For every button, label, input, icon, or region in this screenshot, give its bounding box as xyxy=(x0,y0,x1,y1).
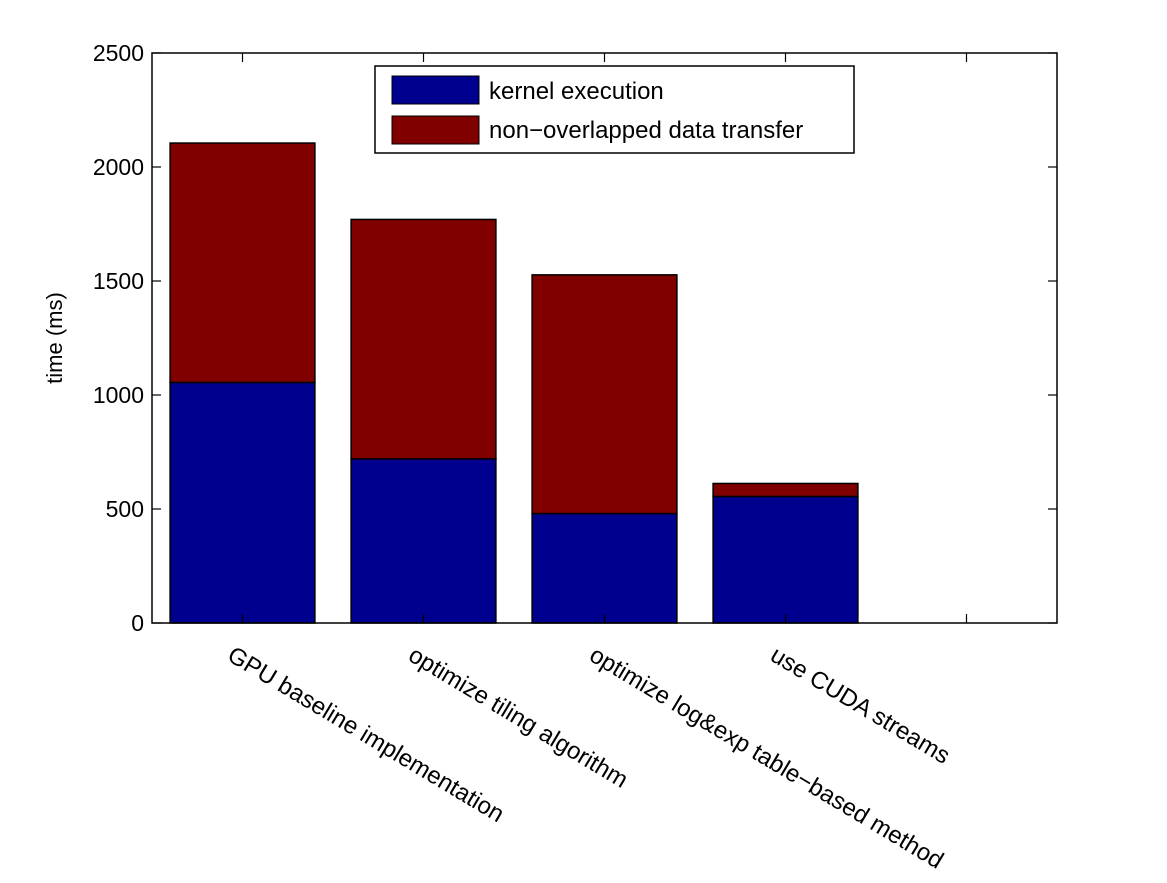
bar-kernel-execution-0 xyxy=(169,381,316,624)
y-tick-label-1000: 1000 xyxy=(93,382,144,408)
bar-kernel-execution-3 xyxy=(712,495,859,624)
legend-swatch-kernel-execution xyxy=(391,75,480,105)
x-tick-label-3: use CUDA streams xyxy=(766,641,955,769)
y-tick-label-500: 500 xyxy=(106,496,144,522)
legend-label-kernel-execution: kernel execution xyxy=(489,78,664,105)
bar-data-transfer-2 xyxy=(531,274,678,515)
bar-data-transfer-3 xyxy=(712,482,859,498)
legend-label-data-transfer: non−overlapped data transfer xyxy=(489,117,803,144)
bar-data-transfer-0 xyxy=(169,142,316,384)
bar-kernel-execution-1 xyxy=(350,458,497,624)
legend: kernel execution non−overlapped data tra… xyxy=(374,65,855,154)
y-tick-label-2500: 2500 xyxy=(93,40,144,66)
bar-data-transfer-1 xyxy=(350,218,497,460)
y-tick-label-0: 0 xyxy=(131,610,144,636)
legend-swatch-data-transfer xyxy=(391,115,480,145)
bars-layer xyxy=(169,142,859,624)
y-axis-label: time (ms) xyxy=(42,292,67,384)
y-tick-label-1500: 1500 xyxy=(93,268,144,294)
y-tick-label-2000: 2000 xyxy=(93,154,144,180)
x-tick-label-2: optimize log&exp table−based method xyxy=(585,641,948,874)
bar-kernel-execution-2 xyxy=(531,512,678,624)
